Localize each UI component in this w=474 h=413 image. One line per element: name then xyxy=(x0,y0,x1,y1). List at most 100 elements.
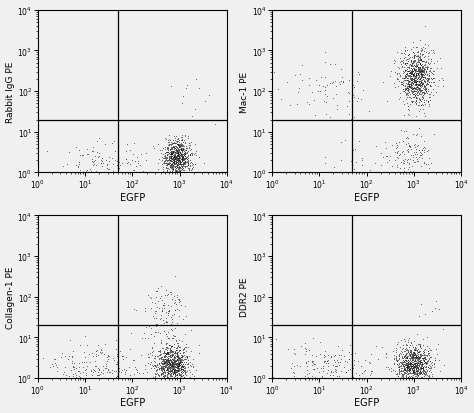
Point xyxy=(119,375,127,382)
Point xyxy=(178,373,185,380)
Point xyxy=(403,347,411,354)
Point xyxy=(414,375,421,382)
Point xyxy=(403,364,411,370)
Point xyxy=(180,344,187,351)
Point xyxy=(180,150,188,157)
Point xyxy=(408,375,416,381)
Point xyxy=(413,330,421,337)
Point xyxy=(405,363,412,369)
Point xyxy=(347,351,355,358)
Point xyxy=(418,69,425,75)
Point xyxy=(181,364,189,370)
Point xyxy=(409,367,417,374)
Point xyxy=(435,78,442,84)
Point xyxy=(319,368,327,375)
Point xyxy=(172,366,179,373)
Point xyxy=(344,367,352,373)
Point xyxy=(411,170,419,176)
Point xyxy=(416,89,424,96)
Point xyxy=(164,145,171,151)
Point xyxy=(331,363,338,369)
Point xyxy=(179,366,186,373)
Point xyxy=(399,86,407,93)
Point xyxy=(412,146,420,153)
Point xyxy=(173,353,181,360)
Point xyxy=(158,370,166,377)
Point xyxy=(416,361,423,368)
Point xyxy=(74,368,82,375)
Point xyxy=(402,373,410,380)
Point xyxy=(420,71,428,78)
Point xyxy=(168,155,175,161)
Point xyxy=(415,76,423,83)
Point xyxy=(181,150,189,156)
Point xyxy=(417,76,424,82)
Point xyxy=(302,345,310,352)
Point xyxy=(398,170,405,176)
Point xyxy=(413,364,420,371)
Point xyxy=(422,64,429,71)
Point xyxy=(400,366,407,373)
Point xyxy=(159,363,167,370)
Point xyxy=(164,375,172,382)
Point xyxy=(409,362,417,369)
Point xyxy=(168,348,176,355)
Point xyxy=(169,157,177,164)
Point xyxy=(414,158,421,165)
Point xyxy=(417,66,425,73)
Point xyxy=(172,156,179,163)
Point xyxy=(163,367,171,373)
Point xyxy=(428,76,436,83)
Point xyxy=(412,71,420,77)
Point xyxy=(170,144,178,151)
Point xyxy=(161,353,168,360)
Point xyxy=(296,375,304,382)
Point xyxy=(413,370,420,376)
Point xyxy=(425,155,432,162)
Point xyxy=(391,80,398,87)
Point xyxy=(295,85,303,92)
Point xyxy=(167,163,175,170)
Point xyxy=(346,111,353,118)
Point xyxy=(416,360,423,367)
Point xyxy=(403,85,410,92)
Point xyxy=(310,375,318,382)
Point xyxy=(398,354,406,361)
Point xyxy=(180,372,187,379)
Point xyxy=(414,95,421,102)
Point xyxy=(185,353,193,360)
Point xyxy=(45,170,53,176)
Point xyxy=(152,371,160,378)
Point xyxy=(340,364,347,370)
Point xyxy=(186,358,194,365)
Point xyxy=(410,349,417,356)
Point xyxy=(404,363,412,370)
Point xyxy=(164,140,172,146)
Point xyxy=(131,363,138,370)
Point xyxy=(181,365,189,371)
Point xyxy=(175,170,182,176)
Point xyxy=(151,300,159,306)
Point xyxy=(163,339,171,346)
Point xyxy=(423,148,431,155)
Point xyxy=(189,164,197,171)
Point xyxy=(410,366,418,373)
Point xyxy=(395,364,403,370)
Point xyxy=(173,151,181,157)
Point xyxy=(395,360,402,367)
Point xyxy=(142,324,150,330)
Point xyxy=(383,98,391,105)
Point xyxy=(417,358,424,365)
Point xyxy=(182,155,189,161)
Point xyxy=(420,367,428,373)
Point xyxy=(172,375,179,382)
Point xyxy=(171,370,178,376)
Point xyxy=(168,146,176,152)
Point xyxy=(174,365,182,371)
Point xyxy=(405,364,412,371)
Point xyxy=(179,146,186,153)
Point xyxy=(171,152,179,159)
Point xyxy=(410,63,418,70)
Point xyxy=(179,350,187,356)
Point xyxy=(423,85,430,92)
